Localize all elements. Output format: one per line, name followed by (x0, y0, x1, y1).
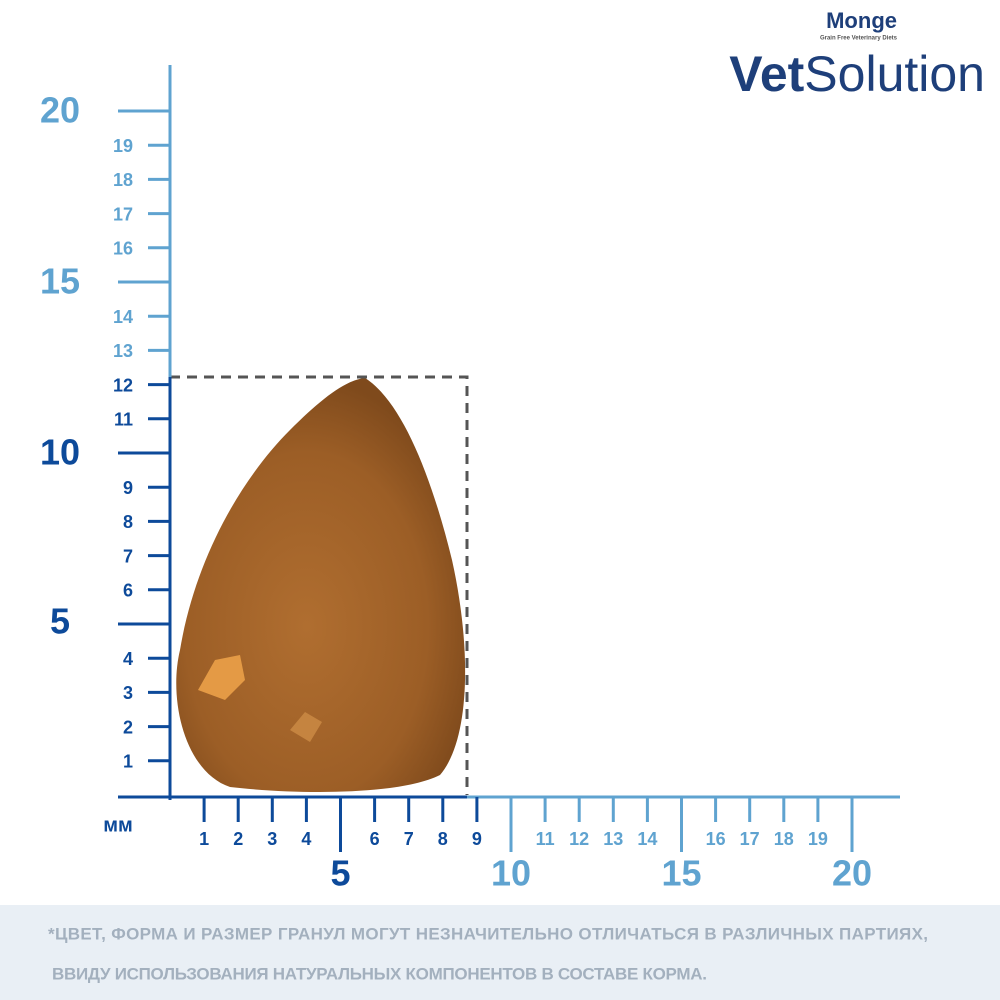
vertical-label: 14 (113, 307, 133, 327)
horizontal-label: 18 (774, 829, 794, 849)
vertical-label: 4 (123, 649, 133, 669)
horizontal-label: 13 (603, 829, 623, 849)
footnote-line: *ЦВЕТ, ФОРМА И РАЗМЕР ГРАНУЛ МОГУТ НЕЗНА… (48, 924, 928, 943)
horizontal-label: 9 (472, 829, 482, 849)
product-bold: Vet (729, 46, 804, 102)
vertical-label: 7 (123, 546, 133, 566)
vertical-label: 6 (123, 581, 133, 601)
horizontal-label: 17 (740, 829, 760, 849)
product-name: VetSolution (729, 46, 985, 102)
vertical-label: 18 (113, 170, 133, 190)
vertical-major-label: 5 (50, 601, 70, 642)
horizontal-label: 1 (199, 829, 209, 849)
vertical-major-label: 10 (40, 432, 80, 473)
brand-name: Monge (826, 8, 897, 33)
vertical-label: 2 (123, 717, 133, 737)
kibble-spot (198, 655, 245, 700)
horizontal-label: 19 (808, 829, 828, 849)
horizontal-label: 6 (370, 829, 380, 849)
horizontal-label: 8 (438, 829, 448, 849)
horizontal-major-label: 15 (661, 853, 701, 894)
vertical-label: 17 (113, 204, 133, 224)
horizontal-label: 14 (637, 829, 657, 849)
horizontal-label: 7 (404, 829, 414, 849)
vertical-label: 1 (123, 752, 133, 772)
horizontal-major-label: 10 (491, 853, 531, 894)
horizontal-major-label: 20 (832, 853, 872, 894)
horizontal-label: 4 (301, 829, 311, 849)
horizontal-label: 16 (706, 829, 726, 849)
vertical-label: 8 (123, 512, 133, 532)
brand-tagline: Grain Free Veterinary Diets (820, 36, 898, 42)
horizontal-label: 3 (267, 829, 277, 849)
footer-band (0, 905, 1000, 1000)
horizontal-label: 2 (233, 829, 243, 849)
vertical-label: 3 (123, 683, 133, 703)
vertical-label: 12 (113, 375, 133, 395)
unit-label: мм (103, 814, 133, 836)
horizontal-label: 11 (536, 829, 555, 849)
vertical-label: 13 (113, 341, 133, 361)
size-box (170, 375, 469, 795)
vertical-label: 19 (113, 136, 133, 156)
vertical-major-label: 15 (40, 261, 80, 302)
vertical-label: 11 (114, 410, 133, 430)
horizontal-label: 12 (569, 829, 589, 849)
kibble (176, 378, 466, 792)
horizontal-major-label: 5 (330, 853, 350, 894)
footnote-line: ВВИДУ ИСПОЛЬЗОВАНИЯ НАТУРАЛЬНЫХ КОМПОНЕН… (52, 964, 707, 983)
vertical-major-label: 20 (40, 90, 80, 131)
vertical-label: 9 (123, 478, 133, 498)
product-light: Solution (804, 46, 985, 102)
kibble-spot (290, 712, 322, 742)
vertical-label: 16 (113, 239, 133, 259)
